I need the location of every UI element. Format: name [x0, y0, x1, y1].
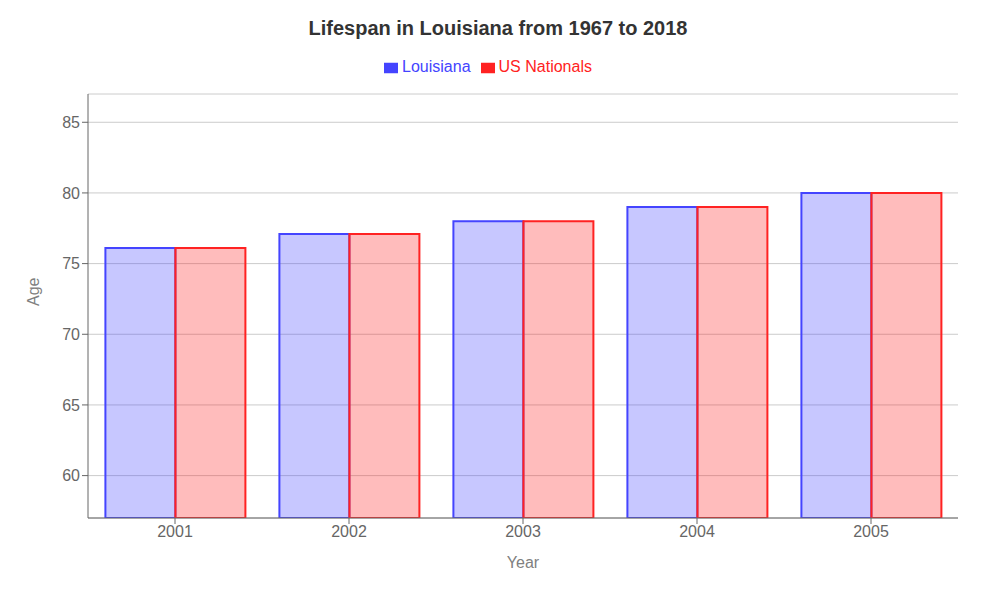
svg-text:Year: Year	[507, 554, 540, 571]
html-text:US Nationals: US Nationals	[498, 58, 592, 75]
svg-text:85: 85	[62, 114, 80, 131]
svg-text:2002: 2002	[331, 523, 367, 540]
svg-text:65: 65	[62, 397, 80, 414]
html-text:Lifespan in Louisiana from 196: Lifespan in Louisiana from 1967 to 2018	[308, 17, 688, 39]
svg-text:75: 75	[62, 255, 80, 272]
svg-text:2005: 2005	[853, 523, 889, 540]
svg-text:2004: 2004	[679, 523, 715, 540]
svg-text:70: 70	[62, 326, 80, 343]
html-text:Louisiana: Louisiana	[402, 58, 471, 75]
svg-text:2001: 2001	[157, 523, 193, 540]
svg-text:Age: Age	[25, 277, 42, 306]
svg-text:60: 60	[62, 467, 80, 484]
svg-text:2003: 2003	[505, 523, 541, 540]
svg-text:80: 80	[62, 185, 80, 202]
